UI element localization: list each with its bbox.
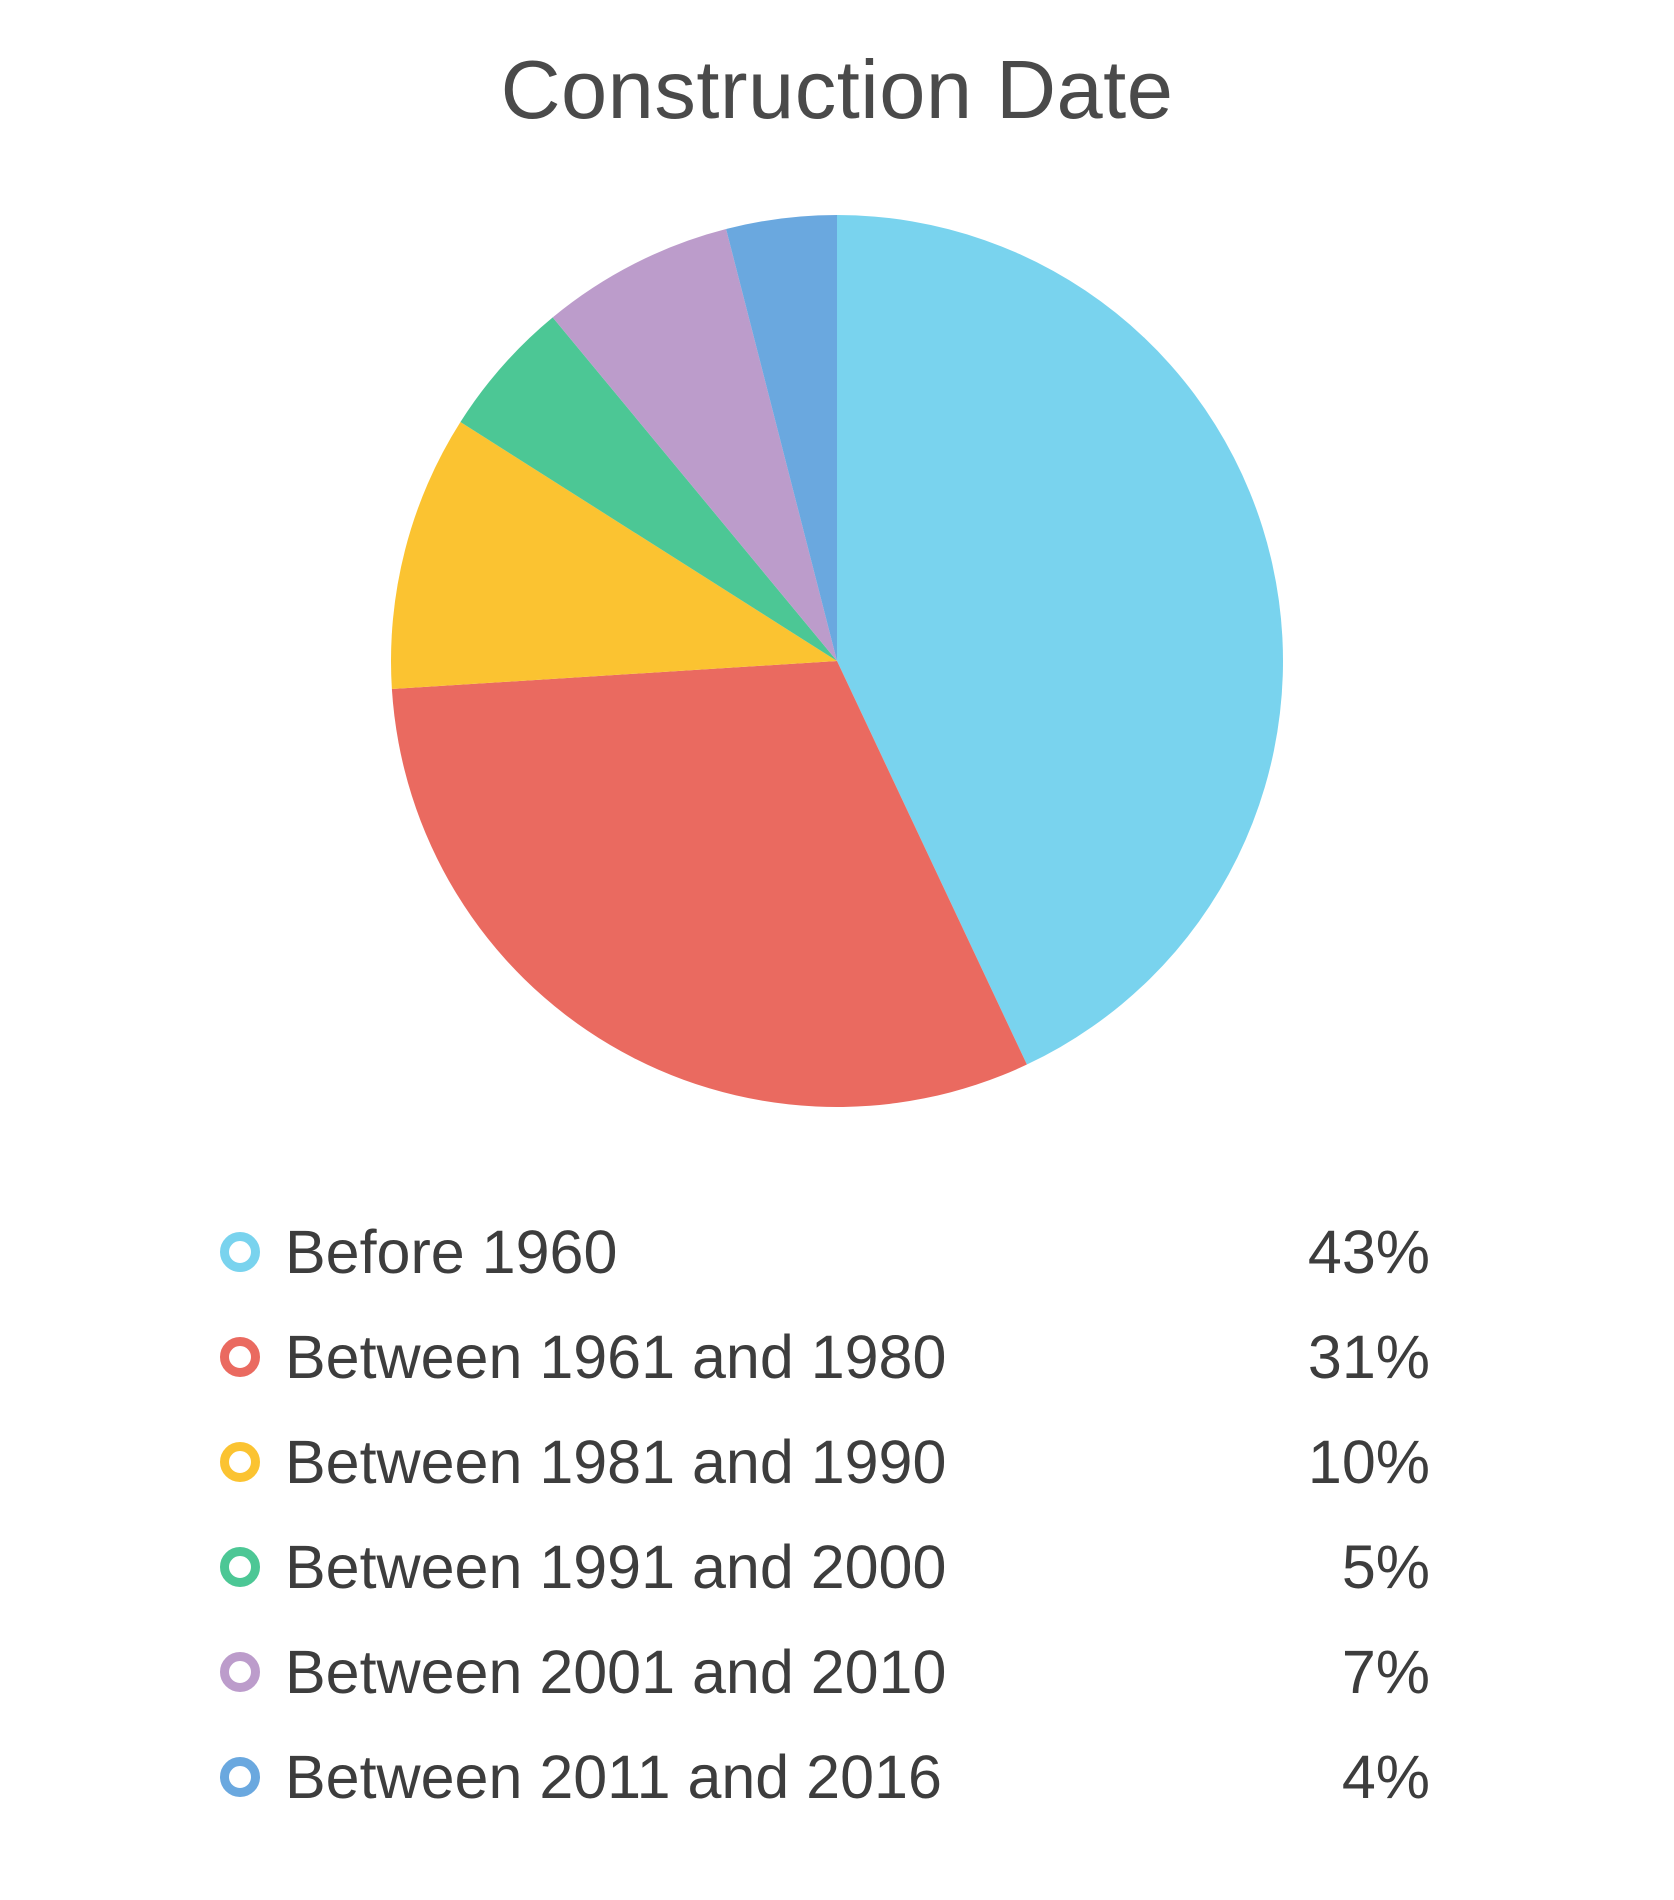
legend-marker-icon	[220, 1757, 260, 1797]
legend-marker-icon	[220, 1652, 260, 1692]
legend-value: 10%	[1307, 1428, 1430, 1496]
legend-item[interactable]: Between 2011 and 2016 4%	[220, 1737, 1430, 1842]
legend-value: 4%	[1341, 1743, 1430, 1811]
legend-value: 5%	[1341, 1533, 1430, 1601]
legend-value: 43%	[1307, 1218, 1430, 1286]
pie-slice-1[interactable]	[837, 215, 1284, 1065]
pie-slices	[390, 215, 1284, 1107]
pie-slice-2[interactable]	[391, 661, 1027, 1107]
legend-item[interactable]: Between 1961 and 1980 31%	[220, 1317, 1430, 1422]
legend-label: Between 1961 and 1980	[285, 1323, 947, 1391]
pie-slice-6[interactable]	[726, 215, 837, 661]
legend-label: Before 1960	[285, 1218, 618, 1286]
legend-item[interactable]: Between 1981 and 1990 10%	[220, 1422, 1430, 1527]
legend-label: Between 1981 and 1990	[285, 1428, 947, 1496]
legend-item[interactable]: Between 2001 and 2010 7%	[220, 1632, 1430, 1737]
chart-title: Construction Date	[500, 43, 1174, 136]
legend-marker-icon	[220, 1337, 260, 1377]
legend-value: 31%	[1307, 1323, 1430, 1391]
legend-label: Between 2011 and 2016	[285, 1743, 942, 1811]
legend-label: Between 1991 and 2000	[285, 1533, 947, 1601]
pie-slice-4[interactable]	[460, 317, 837, 661]
legend-value: 7%	[1341, 1638, 1430, 1706]
pie-slice-3[interactable]	[390, 422, 837, 690]
legend-marker-icon	[220, 1232, 260, 1272]
legend-label: Between 2001 and 2010	[285, 1638, 947, 1706]
pie-slice-5[interactable]	[552, 229, 837, 662]
legend-marker-icon	[220, 1547, 260, 1587]
legend-item[interactable]: Before 1960 43%	[220, 1212, 1430, 1317]
legend-item[interactable]: Between 1991 and 2000 5%	[220, 1527, 1430, 1632]
chart-legend: Before 1960 43% Between 1961 and 1980 31% Be…	[220, 1212, 1430, 1842]
legend-marker-icon	[220, 1442, 260, 1482]
pie-chart	[390, 215, 1284, 1107]
